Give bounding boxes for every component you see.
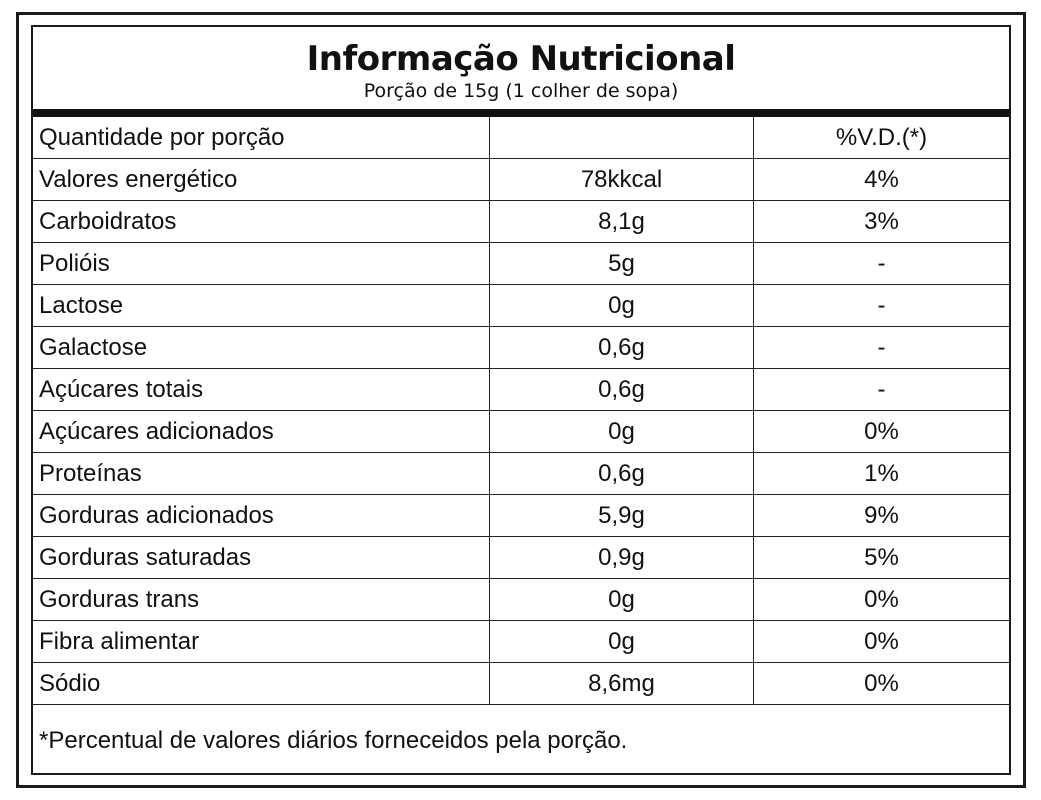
nutrient-amount: 0g (489, 284, 754, 327)
nutrient-amount: 8,1g (489, 200, 754, 243)
nutrient-name: Galactose (33, 326, 490, 369)
nutrient-amount: 0,6g (489, 326, 754, 369)
nutrient-name: Gorduras adicionados (33, 494, 490, 537)
table-row: Gorduras saturadas 0,9g 5% (33, 536, 1009, 579)
nutrient-dv: 0% (753, 620, 1009, 663)
nutrient-dv: 9% (753, 494, 1009, 537)
label-header: Informação Nutricional Porção de 15g (1 … (33, 27, 1009, 117)
nutrient-name: Carboidratos (33, 200, 490, 243)
nutrient-amount: 0,9g (489, 536, 754, 579)
nutrient-dv: - (753, 284, 1009, 327)
nutrient-dv: - (753, 326, 1009, 369)
table-row: Fibra alimentar 0g 0% (33, 620, 1009, 663)
table-row: Valores energético 78kkcal 4% (33, 158, 1009, 201)
nutrient-amount: 0,6g (489, 368, 754, 411)
nutrient-name: Gorduras trans (33, 578, 490, 621)
nutrient-dv: 1% (753, 452, 1009, 495)
nutrient-amount: 0,6g (489, 452, 754, 495)
nutrient-name: Proteínas (33, 452, 490, 495)
nutrient-dv: - (753, 242, 1009, 285)
table-header-row: Quantidade por porção %V.D.(*) (33, 117, 1009, 159)
table-row: Galactose 0,6g - (33, 326, 1009, 369)
nutrient-name: Fibra alimentar (33, 620, 490, 663)
nutrient-dv: 5% (753, 536, 1009, 579)
nutrient-dv: 0% (753, 410, 1009, 453)
nutrient-amount: 78kkcal (489, 158, 754, 201)
nutrient-dv: 0% (753, 578, 1009, 621)
nutrient-amount: 8,6mg (489, 662, 754, 705)
header-label-cell: Quantidade por porção (33, 117, 490, 159)
nutrition-table: Quantidade por porção %V.D.(*) Valores e… (33, 117, 1009, 705)
nutrient-amount: 0g (489, 620, 754, 663)
header-dv-cell: %V.D.(*) (753, 117, 1009, 159)
nutrient-dv: 4% (753, 158, 1009, 201)
table-row: Lactose 0g - (33, 284, 1009, 327)
nutrient-dv: - (753, 368, 1009, 411)
table-row: Sódio 8,6mg 0% (33, 662, 1009, 705)
table-row: Açúcares adicionados 0g 0% (33, 410, 1009, 453)
nutrition-panel: Informação Nutricional Porção de 15g (1 … (31, 25, 1011, 775)
nutrient-name: Sódio (33, 662, 490, 705)
nutrition-label: Informação Nutricional Porção de 15g (1 … (16, 12, 1026, 788)
nutrient-name: Açúcares adicionados (33, 410, 490, 453)
table-row: Gorduras adicionados 5,9g 9% (33, 494, 1009, 537)
serving-size: Porção de 15g (1 colher de sopa) (363, 80, 679, 102)
nutrient-amount: 5g (489, 242, 754, 285)
nutrient-amount: 0g (489, 410, 754, 453)
table-row: Gorduras trans 0g 0% (33, 578, 1009, 621)
nutrient-dv: 0% (753, 662, 1009, 705)
nutrient-dv: 3% (753, 200, 1009, 243)
label-title: Informação Nutricional (306, 39, 736, 79)
nutrient-name: Lactose (33, 284, 490, 327)
footnote: *Percentual de valores diários forneceid… (39, 727, 628, 754)
nutrient-amount: 0g (489, 578, 754, 621)
nutrient-name: Polióis (33, 242, 490, 285)
table-row: Açúcares totais 0,6g - (33, 368, 1009, 411)
nutrient-name: Açúcares totais (33, 368, 490, 411)
nutrient-name: Valores energético (33, 158, 490, 201)
table-row: Carboidratos 8,1g 3% (33, 200, 1009, 243)
table-row: Polióis 5g - (33, 242, 1009, 285)
header-amount-cell (489, 117, 754, 159)
table-row: Proteínas 0,6g 1% (33, 452, 1009, 495)
nutrient-amount: 5,9g (489, 494, 754, 537)
nutrient-name: Gorduras saturadas (33, 536, 490, 579)
